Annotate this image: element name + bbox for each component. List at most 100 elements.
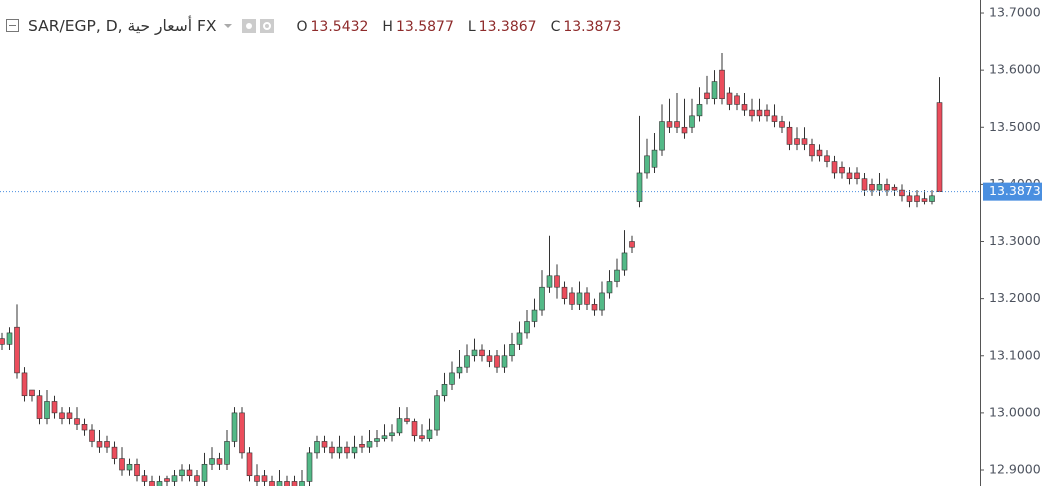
legend-key: C [550,19,561,35]
candle-body [861,178,868,191]
candle-body [831,161,838,174]
candle-body [786,126,793,145]
candle-body [171,475,178,482]
y-tick-label: 13.3000 [989,233,1041,248]
candle-body [411,421,418,437]
price-axis: 12.900013.000013.100013.200013.300013.40… [980,5,1042,477]
candle-body [816,149,823,157]
candle-body [164,478,170,482]
candle-body [156,481,163,486]
candle-body [494,355,500,368]
settings-icon-gear [263,22,272,30]
candle-body [104,441,110,448]
candle-body [546,275,553,288]
candle-body [839,166,845,174]
candle-body [531,309,538,322]
candle-body [726,92,733,105]
candle-body [0,338,5,345]
candle-body [96,441,103,448]
candle-body [426,429,433,439]
candle-body [291,481,298,486]
candle-body [366,441,373,448]
candle-body [6,332,13,345]
candle-body [741,104,748,111]
candle-body [629,241,635,248]
symbol-title[interactable]: SAR/EGP, D, أسعار حية FX [28,17,217,35]
last-price-label: 13.3873 [989,183,1041,198]
legend-value: 13.3867 [478,19,537,35]
y-tick-label: 13.6000 [989,62,1041,77]
candle-body [599,292,605,311]
candle-body [749,109,755,117]
candle-body [621,252,628,271]
candle-body [801,138,808,145]
candle-body [239,412,245,454]
legend-value: 13.5877 [395,19,454,35]
candle-body [374,438,380,442]
candle-body [261,475,268,482]
settings-icon[interactable] [260,19,275,33]
candle-body [14,326,20,374]
candle-body [711,81,718,100]
candle-body [636,172,643,202]
candle-body [36,395,43,419]
candle-body [464,355,470,368]
candle-body [134,463,140,477]
candle-body [119,458,125,471]
candle-body [351,446,358,454]
candle-body [284,481,290,486]
candle-body [591,304,598,311]
collapse-icon[interactable] [6,19,20,33]
candle-body [141,475,148,482]
y-tick-label: 13.1000 [989,347,1041,362]
candle-body [329,446,335,454]
candle-body [606,281,613,294]
icon-box [6,19,19,32]
dropdown-arrow[interactable] [224,24,233,28]
candle-body [539,286,545,311]
candle-body [824,155,830,162]
candle-body [269,481,275,486]
candle-body [389,432,395,437]
candle-body [734,95,740,105]
candle-body [149,481,155,486]
candle-body [21,372,28,397]
candle-body [666,121,673,128]
candle-body [186,469,193,477]
candle-body [74,418,80,425]
candle-body [899,189,905,197]
y-tick-label: 13.7000 [989,5,1041,20]
candle-body [29,389,35,397]
candle-body [501,355,508,368]
header: SAR/EGP, D, أسعار حية FX O 13.5432 H 13.587… [6,14,621,38]
candle-body [224,441,230,465]
candle-body [854,172,860,179]
candle-body [516,332,523,345]
candle-body [876,184,883,191]
legend-key: L [467,19,476,35]
candle-body [891,186,898,191]
candle-body [246,452,253,477]
candle-body [614,269,620,282]
candle-body [381,435,388,439]
candle-body [396,418,403,434]
candle-body [359,444,365,448]
candle-body [434,395,440,431]
candle-body [561,286,568,299]
candle-body [509,344,515,357]
candle-body [66,412,73,419]
candle-body [321,441,328,448]
candle-body [231,412,238,442]
candle-body [216,458,223,465]
candle-body [44,401,50,419]
candle-body [554,275,560,288]
y-tick-label: 12.9000 [989,462,1041,477]
candle-body [254,475,260,482]
candle-body [404,418,410,422]
candle-body [336,446,343,454]
candle-body [81,424,88,431]
candle-body [659,121,665,151]
toolbar-icons [224,19,275,33]
